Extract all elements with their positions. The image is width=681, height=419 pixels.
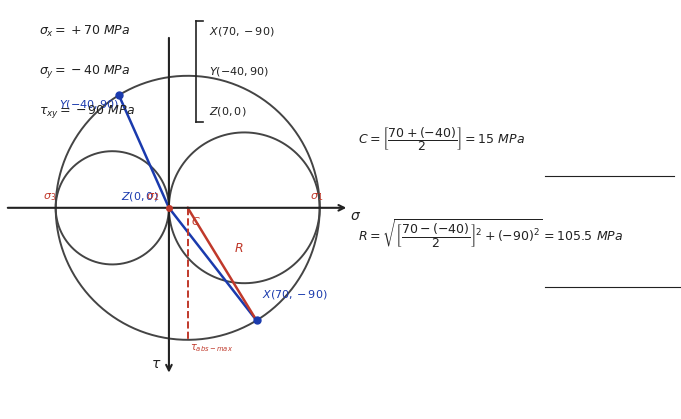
Text: $C$: $C$: [191, 215, 201, 228]
Text: $C = \left[\dfrac{70+(-40)}{2}\right] = 15\ MPa$: $C = \left[\dfrac{70+(-40)}{2}\right] = …: [358, 125, 524, 153]
Text: $R$: $R$: [234, 242, 244, 255]
Text: $Z(0,0)$: $Z(0,0)$: [121, 189, 159, 202]
Text: $X(70,-90)$: $X(70,-90)$: [210, 24, 275, 38]
Text: $Z(0,0)$: $Z(0,0)$: [210, 105, 247, 118]
Text: $\sigma_y = -40\ MPa$: $\sigma_y = -40\ MPa$: [39, 63, 131, 80]
Text: $\sigma_3$: $\sigma_3$: [43, 191, 57, 203]
Text: $\tau$: $\tau$: [151, 357, 162, 371]
Text: $\tau_{xy} = -90\ MPa$: $\tau_{xy} = -90\ MPa$: [39, 103, 136, 120]
Text: $\sigma$: $\sigma$: [350, 210, 362, 223]
Text: $\sigma_2$: $\sigma_2$: [146, 191, 159, 203]
Text: $\sigma_1$: $\sigma_1$: [310, 191, 323, 203]
Text: $X(70,-90)$: $X(70,-90)$: [262, 288, 327, 301]
Text: $Y(-40,90)$: $Y(-40,90)$: [210, 65, 270, 78]
Text: $\tau_{abs-max}$: $\tau_{abs-max}$: [190, 342, 234, 354]
Text: $R = \sqrt{\left[\dfrac{70-(-40)}{2}\right]^2+(-90)^2} = 105.5\ MPa$: $R = \sqrt{\left[\dfrac{70-(-40)}{2}\rig…: [358, 217, 622, 250]
Text: $\sigma_x = +70\ MPa$: $\sigma_x = +70\ MPa$: [39, 23, 131, 39]
Text: $Y(-40,90)$: $Y(-40,90)$: [59, 98, 118, 111]
